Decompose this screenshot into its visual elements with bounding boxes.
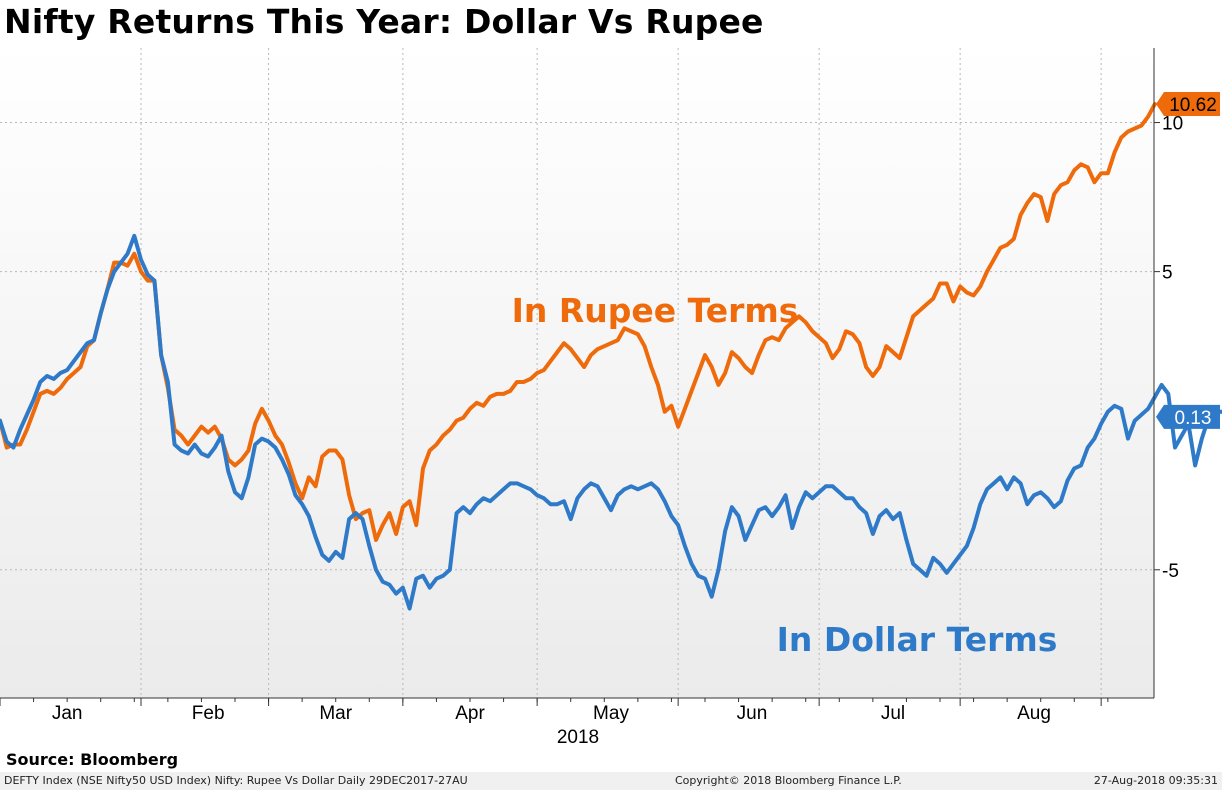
rupee-series-line (0, 102, 1157, 542)
x-tick-label: Aug (1017, 703, 1051, 724)
y-tick-label: 5 (1162, 263, 1173, 284)
x-tick-label: Jul (881, 703, 905, 724)
rupee-value-tag: 10.62 (1156, 92, 1220, 117)
series-layer (0, 102, 1222, 611)
x-axis-ticks: Jan Feb Mar Apr May Jun Jul Aug (0, 698, 1109, 724)
y-tick-label: 10 (1162, 114, 1183, 135)
value-tag-label: 0.13 (1175, 408, 1212, 429)
value-tag-label: 10.62 (1169, 95, 1217, 116)
last-value-tags: 10.62 0.13 (1156, 92, 1220, 429)
x-tick-label: Apr (455, 703, 485, 724)
rupee-annotation: In Rupee Terms (512, 291, 799, 330)
x-tick-label: Feb (192, 703, 225, 724)
x-tick-label: May (593, 703, 629, 724)
dollar-value-tag: 0.13 (1156, 404, 1220, 429)
chart-title: Nifty Returns This Year: Dollar Vs Rupee (4, 2, 764, 41)
dollar-annotation: In Dollar Terms (777, 620, 1058, 659)
y-tick-label: -5 (1162, 561, 1179, 582)
dollar-series-line (0, 233, 1222, 611)
x-axis-year-label: 2018 (557, 727, 599, 748)
footer-copyright: Copyright© 2018 Bloomberg Finance L.P. (675, 774, 902, 787)
y-axis-ticks: 10 5 -5 (1154, 114, 1183, 582)
plot-background (0, 48, 1154, 698)
source-label: Source: Bloomberg (6, 750, 179, 769)
value-tag-shape (1156, 404, 1220, 429)
footer-index-info: DEFTY Index (NSE Nifty50 USD Index) Nift… (4, 774, 468, 787)
line-chart: Jan Feb Mar Apr May Jun Jul Aug 10 5 -5 In Rupee … (0, 48, 1222, 748)
value-tag-shape (1156, 92, 1220, 117)
grid-lines (0, 48, 1154, 698)
footer-bar: DEFTY Index (NSE Nifty50 USD Index) Nift… (0, 772, 1222, 790)
footer-timestamp: 27-Aug-2018 09:35:31 (1093, 774, 1218, 787)
x-tick-label: Jun (737, 703, 768, 724)
x-tick-label: Jan (52, 703, 83, 724)
x-tick-label: Mar (319, 703, 352, 724)
